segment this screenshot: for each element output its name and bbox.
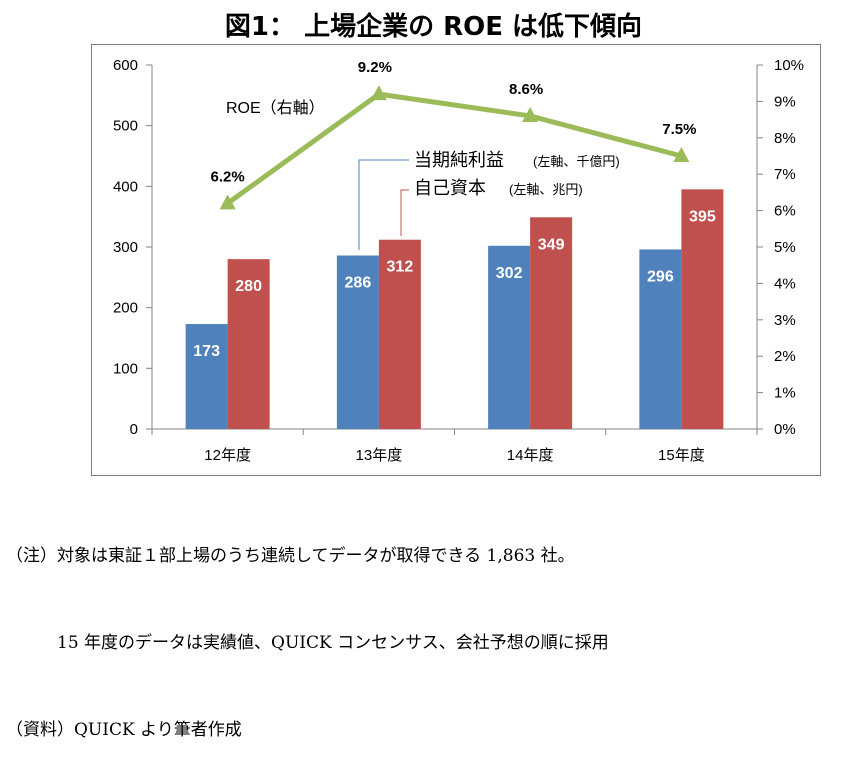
roe-marker — [673, 147, 690, 162]
roe-line — [226, 91, 683, 206]
right-axis-tick-label: 10% — [774, 57, 804, 74]
roe-marker — [219, 194, 236, 210]
footnotes: （注）対象は東証１部上場のうち連続してデータが取得できる 1,863 社。 15… — [6, 484, 609, 774]
left-axis-tick-label: 600 — [113, 57, 138, 74]
roe-data-label: 6.2% — [211, 168, 245, 185]
bar-equity — [378, 239, 421, 429]
bar-equity — [681, 189, 724, 429]
legend-net-income-leader — [358, 159, 409, 250]
chart-title: 図1： 上場企業の ROE は低下傾向 — [224, 12, 643, 42]
bar-equity — [530, 217, 573, 429]
bar-data-label: 296 — [647, 268, 674, 285]
legend-roe: ROE（右軸） — [226, 99, 325, 117]
bar-net-income — [488, 245, 531, 429]
legend-net-income-unit: (左軸、千億円) — [533, 154, 620, 169]
roe-data-label: 7.5% — [662, 121, 696, 138]
left-axis-tick-label: 500 — [113, 118, 138, 135]
bar-data-label: 312 — [387, 259, 414, 276]
chart-svg: 0 100 200 300 400 500 600 0% 1% 2% 3% 4% 5% 6% 7% 8% 9% 1… — [113, 57, 804, 464]
bar-equity — [227, 259, 270, 429]
roe-data-label: 9.2% — [358, 59, 392, 76]
right-axis-tick-label: 5% — [774, 239, 796, 256]
right-axis-tick-label: 7% — [774, 166, 796, 183]
right-axis-tick-label: 6% — [774, 203, 796, 220]
left-axis-tick-label: 200 — [113, 300, 138, 317]
chart-frame — [91, 44, 821, 476]
bar-data-label: 280 — [235, 278, 262, 295]
roe-data-label: 8.6% — [509, 81, 543, 98]
note-2: 15 年度のデータは実績値、QUICK コンセンサス、会社予想の順に採用 — [6, 633, 609, 653]
left-axis-tick-label: 300 — [113, 239, 138, 256]
right-axis-tick-label: 8% — [774, 130, 796, 147]
bar-data-label: 173 — [193, 343, 220, 360]
legend-equity: 自己資本 — [414, 178, 486, 198]
left-axis-tick-label: 0 — [130, 421, 138, 438]
bar-net-income — [185, 324, 228, 429]
bar-data-label: 286 — [345, 274, 372, 291]
bar-data-label: 302 — [496, 265, 523, 282]
x-axis-tick-label: 14年度 — [507, 447, 554, 464]
x-axis-tick-label: 15年度 — [658, 447, 705, 464]
note-1: （注）対象は東証１部上場のうち連続してデータが取得できる 1,863 社。 — [6, 546, 575, 566]
bar-data-label: 395 — [689, 208, 716, 225]
x-axis-tick-label: 13年度 — [356, 447, 403, 464]
right-axis-tick-label: 9% — [774, 93, 796, 110]
roe-marker — [370, 85, 387, 101]
left-axis-tick-label: 400 — [113, 178, 138, 195]
bar-data-label: 349 — [538, 236, 565, 253]
right-axis-tick-label: 3% — [774, 312, 796, 329]
x-axis-tick-label: 12年度 — [204, 447, 251, 464]
right-axis-tick-label: 4% — [774, 275, 796, 292]
bar-net-income — [639, 249, 682, 429]
left-axis-tick-label: 100 — [113, 360, 138, 377]
right-axis-tick-label: 1% — [774, 385, 796, 402]
source-note: （資料）QUICK より筆者作成 — [6, 720, 242, 740]
legend-net-income: 当期純利益 — [414, 150, 504, 170]
right-axis-tick-label: 0% — [774, 421, 796, 438]
roe-marker — [522, 106, 539, 122]
legend-equity-unit: (左軸、兆円) — [509, 182, 583, 197]
right-axis-tick-label: 2% — [774, 348, 796, 365]
legend-equity-leader — [400, 189, 409, 236]
bar-net-income — [336, 255, 379, 429]
